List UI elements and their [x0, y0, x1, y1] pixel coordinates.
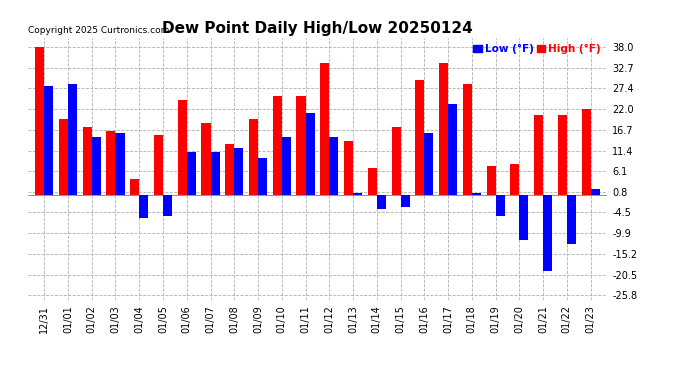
Bar — [92, 136, 101, 195]
Bar — [210, 152, 219, 195]
Bar — [520, 195, 529, 240]
Bar — [377, 195, 386, 208]
Bar — [558, 115, 566, 195]
Bar — [486, 166, 495, 195]
Bar — [320, 63, 329, 195]
Bar — [178, 100, 187, 195]
Bar — [225, 144, 235, 195]
Bar — [139, 195, 148, 218]
Bar — [187, 152, 196, 195]
Bar — [35, 47, 44, 195]
Bar — [543, 195, 552, 271]
Legend: Low (°F), High (°F): Low (°F), High (°F) — [473, 43, 602, 55]
Bar — [297, 96, 306, 195]
Bar — [534, 115, 543, 195]
Bar — [44, 86, 53, 195]
Bar — [130, 180, 139, 195]
Bar — [258, 158, 267, 195]
Text: Copyright 2025 Curtronics.com: Copyright 2025 Curtronics.com — [28, 26, 169, 35]
Bar — [495, 195, 504, 216]
Bar — [306, 113, 315, 195]
Bar — [463, 84, 472, 195]
Bar — [344, 141, 353, 195]
Bar — [472, 193, 481, 195]
Bar — [249, 119, 258, 195]
Bar — [511, 164, 520, 195]
Bar — [273, 96, 282, 195]
Bar — [329, 136, 338, 195]
Bar — [282, 136, 290, 195]
Bar — [235, 148, 244, 195]
Bar — [566, 195, 576, 244]
Bar — [68, 84, 77, 195]
Bar — [591, 189, 600, 195]
Bar — [106, 131, 115, 195]
Bar — [59, 119, 68, 195]
Bar — [115, 133, 124, 195]
Bar — [368, 168, 377, 195]
Bar — [448, 104, 457, 195]
Bar — [154, 135, 163, 195]
Bar — [163, 195, 172, 216]
Bar — [353, 193, 362, 195]
Bar — [201, 123, 210, 195]
Bar — [424, 133, 433, 195]
Bar — [391, 127, 400, 195]
Bar — [439, 63, 448, 195]
Bar — [83, 127, 92, 195]
Bar — [400, 195, 410, 207]
Bar — [415, 80, 424, 195]
Title: Dew Point Daily High/Low 20250124: Dew Point Daily High/Low 20250124 — [162, 21, 473, 36]
Bar — [582, 110, 591, 195]
